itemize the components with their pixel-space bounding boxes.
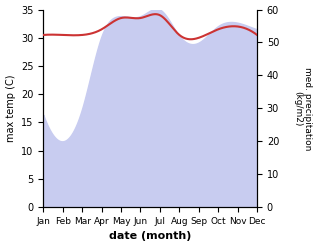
Y-axis label: max temp (C): max temp (C) xyxy=(5,75,16,142)
Y-axis label: med. precipitation
(kg/m2): med. precipitation (kg/m2) xyxy=(293,67,313,150)
X-axis label: date (month): date (month) xyxy=(109,231,191,242)
